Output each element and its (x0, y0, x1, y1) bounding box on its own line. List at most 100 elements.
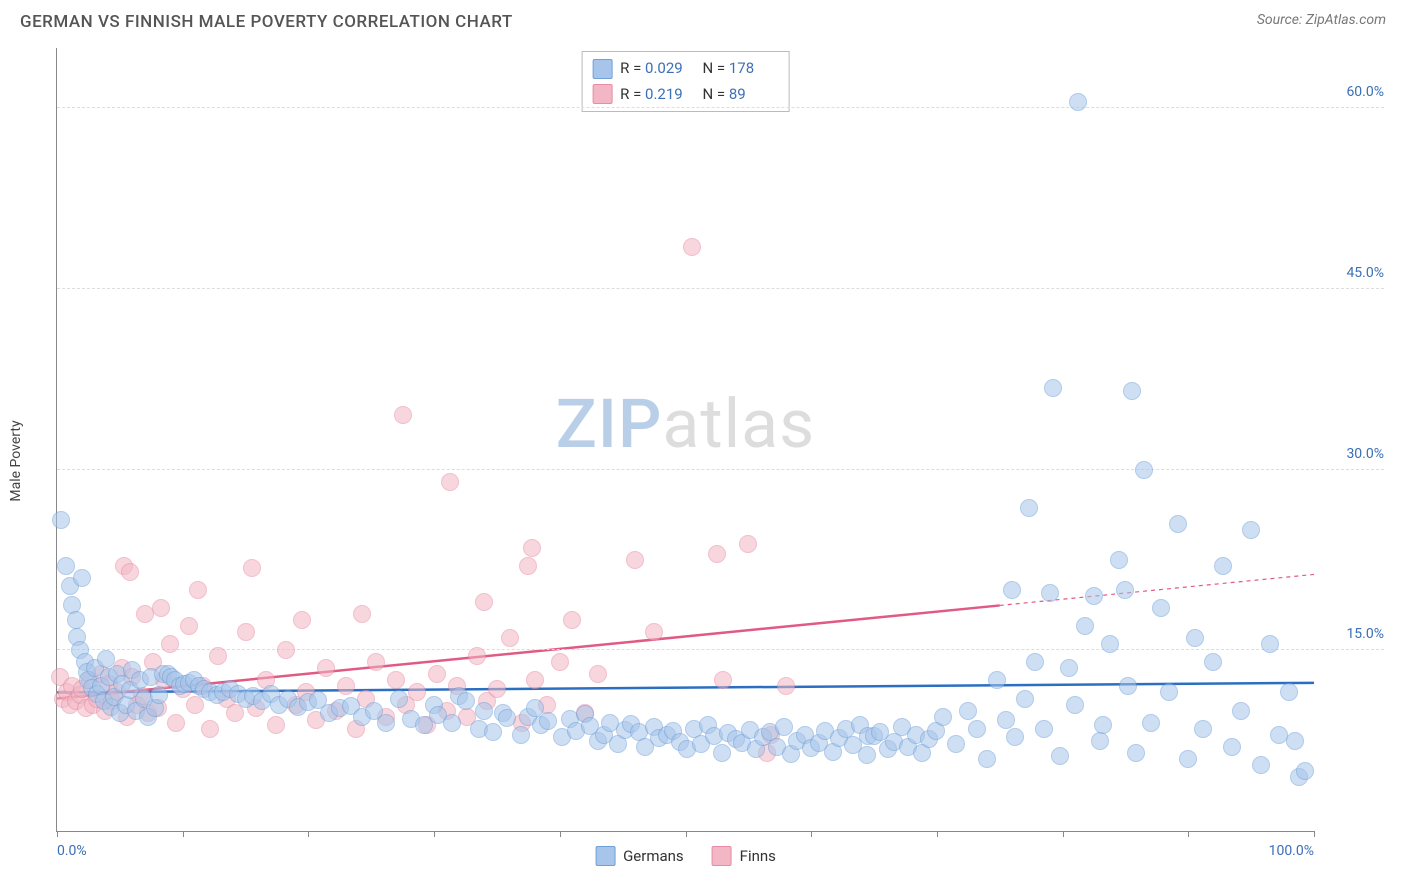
data-point (968, 720, 986, 738)
data-point (150, 686, 168, 704)
data-point (161, 635, 179, 653)
data-point (1286, 732, 1304, 750)
data-point (475, 593, 493, 611)
data-point (523, 539, 541, 557)
data-point (1085, 587, 1103, 605)
data-point (1194, 720, 1212, 738)
x-tick (1314, 831, 1315, 837)
data-point (526, 671, 544, 689)
data-point (1135, 461, 1153, 479)
data-point (563, 611, 581, 629)
data-point (1223, 738, 1241, 756)
gridline (57, 288, 1384, 289)
data-point (52, 511, 70, 529)
x-tick (686, 831, 687, 837)
data-point (243, 559, 261, 577)
data-point (484, 723, 502, 741)
legend-item: Germans (595, 846, 684, 866)
data-point (67, 611, 85, 629)
data-point (498, 709, 516, 727)
data-point (337, 677, 355, 695)
data-point (1020, 499, 1038, 517)
data-point (390, 690, 408, 708)
stats-text: R = 0.029 N = 178 (620, 56, 779, 82)
legend-item: Finns (712, 846, 776, 866)
data-point (551, 653, 569, 671)
data-point (947, 735, 965, 753)
data-point (934, 708, 952, 726)
data-point (1214, 557, 1232, 575)
data-point (1060, 659, 1078, 677)
data-point (394, 406, 412, 424)
data-point (1242, 521, 1260, 539)
data-point (1261, 635, 1279, 653)
stats-swatch (592, 59, 612, 79)
data-point (777, 677, 795, 695)
data-point (713, 744, 731, 762)
y-tick-label: 30.0% (1324, 446, 1384, 462)
stats-row: R = 0.219 N = 89 (592, 82, 779, 108)
watermark: ZIPatlas (556, 384, 816, 464)
legend-label: Finns (740, 847, 776, 865)
y-tick-label: 60.0% (1324, 84, 1384, 100)
x-tick (1063, 831, 1064, 837)
data-point (180, 617, 198, 635)
data-point (1003, 581, 1021, 599)
data-point (136, 605, 154, 623)
x-tick (434, 831, 435, 837)
data-point (277, 641, 295, 659)
data-point (708, 545, 726, 563)
data-point (714, 671, 732, 689)
data-point (1101, 635, 1119, 653)
stats-swatch (592, 84, 612, 104)
y-tick-label: 15.0% (1324, 626, 1384, 642)
data-point (539, 712, 557, 730)
data-point (739, 535, 757, 553)
x-tick (57, 831, 58, 837)
data-point (1116, 581, 1134, 599)
data-point (1094, 716, 1112, 734)
x-tick (937, 831, 938, 837)
data-point (293, 611, 311, 629)
data-point (317, 659, 335, 677)
data-point (512, 726, 530, 744)
data-point (152, 599, 170, 617)
data-point (519, 557, 537, 575)
x-tick (560, 831, 561, 837)
data-point (1179, 750, 1197, 768)
data-point (387, 671, 405, 689)
data-point (1296, 762, 1314, 780)
data-point (201, 720, 219, 738)
data-point (1127, 744, 1145, 762)
data-point (1091, 732, 1109, 750)
data-point (97, 650, 115, 668)
data-point (1123, 382, 1141, 400)
data-point (457, 692, 475, 710)
data-point (121, 563, 139, 581)
data-point (57, 557, 75, 575)
data-point (1044, 379, 1062, 397)
data-point (441, 473, 459, 491)
data-point (186, 696, 204, 714)
x-tick (811, 831, 812, 837)
data-point (443, 714, 461, 732)
data-point (1270, 726, 1288, 744)
plot-area: ZIPatlas R = 0.029 N = 178R = 0.219 N = … (56, 48, 1314, 832)
data-point (858, 746, 876, 764)
x-tick (1188, 831, 1189, 837)
legend-label: Germans (623, 847, 684, 865)
x-tick-label: 0.0% (57, 843, 87, 859)
legend-swatch (712, 846, 732, 866)
data-point (1169, 515, 1187, 533)
data-point (1232, 702, 1250, 720)
data-point (1186, 629, 1204, 647)
data-point (1041, 584, 1059, 602)
data-point (1006, 728, 1024, 746)
data-point (1204, 653, 1222, 671)
data-point (468, 647, 486, 665)
data-point (1119, 677, 1137, 695)
trend-lines (57, 48, 1314, 831)
data-point (353, 605, 371, 623)
data-point (1035, 720, 1053, 738)
data-point (428, 665, 446, 683)
